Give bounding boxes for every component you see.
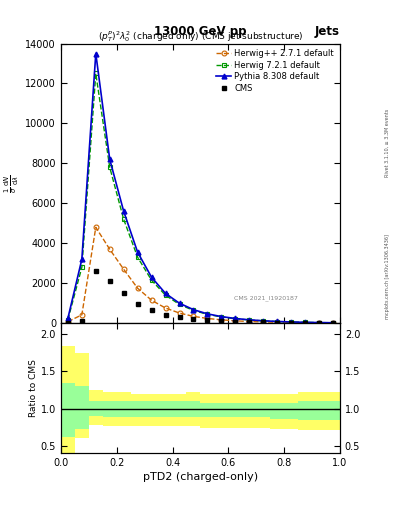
Herwig 7.2.1 default	[94, 71, 98, 77]
Herwig++ 2.7.1 default	[247, 318, 252, 325]
CMS	[66, 320, 70, 326]
CMS	[289, 319, 294, 326]
Legend: Herwig++ 2.7.1 default, Herwig 7.2.1 default, Pythia 8.308 default, CMS: Herwig++ 2.7.1 default, Herwig 7.2.1 def…	[215, 48, 336, 95]
Herwig++ 2.7.1 default	[331, 320, 335, 326]
Herwig 7.2.1 default	[107, 164, 112, 170]
Herwig++ 2.7.1 default	[94, 224, 98, 230]
Line: Pythia 8.308 default: Pythia 8.308 default	[66, 51, 335, 325]
Herwig 7.2.1 default	[135, 254, 140, 261]
Text: Rivet 3.1.10, ≥ 3.3M events: Rivet 3.1.10, ≥ 3.3M events	[385, 109, 389, 178]
Herwig 7.2.1 default	[303, 319, 307, 326]
Title: $(p_T^P)^2\lambda_0^2$ (charged only) (CMS jet substructure): $(p_T^P)^2\lambda_0^2$ (charged only) (C…	[97, 29, 303, 44]
Herwig 7.2.1 default	[79, 264, 84, 270]
Herwig++ 2.7.1 default	[261, 319, 266, 325]
CMS	[163, 312, 168, 318]
CMS	[149, 307, 154, 313]
Herwig++ 2.7.1 default	[79, 312, 84, 318]
Herwig++ 2.7.1 default	[121, 266, 126, 272]
Line: Herwig 7.2.1 default: Herwig 7.2.1 default	[66, 71, 335, 325]
Pythia 8.308 default	[66, 315, 70, 322]
Herwig++ 2.7.1 default	[163, 305, 168, 311]
Line: CMS: CMS	[66, 269, 335, 326]
Herwig 7.2.1 default	[149, 277, 154, 283]
Pythia 8.308 default	[289, 319, 294, 325]
Herwig++ 2.7.1 default	[66, 318, 70, 325]
X-axis label: pTD2 (charged-only): pTD2 (charged-only)	[143, 472, 258, 482]
Herwig++ 2.7.1 default	[107, 246, 112, 252]
Herwig 7.2.1 default	[233, 316, 238, 322]
Pythia 8.308 default	[331, 319, 335, 326]
Herwig 7.2.1 default	[261, 318, 266, 324]
CMS	[303, 320, 307, 326]
Pythia 8.308 default	[303, 319, 307, 326]
Herwig++ 2.7.1 default	[149, 297, 154, 303]
Herwig 7.2.1 default	[289, 319, 294, 325]
Pythia 8.308 default	[149, 274, 154, 281]
Pythia 8.308 default	[135, 249, 140, 255]
CMS	[107, 278, 112, 284]
CMS	[261, 319, 266, 326]
Herwig++ 2.7.1 default	[135, 285, 140, 291]
Herwig++ 2.7.1 default	[205, 315, 210, 322]
Pythia 8.308 default	[79, 256, 84, 262]
CMS	[331, 320, 335, 326]
Herwig 7.2.1 default	[219, 314, 224, 320]
CMS	[233, 318, 238, 325]
Pythia 8.308 default	[261, 318, 266, 324]
Pythia 8.308 default	[219, 313, 224, 319]
Pythia 8.308 default	[107, 156, 112, 162]
Pythia 8.308 default	[191, 307, 196, 313]
Pythia 8.308 default	[233, 315, 238, 322]
Herwig 7.2.1 default	[205, 311, 210, 317]
Herwig 7.2.1 default	[191, 307, 196, 313]
CMS	[177, 314, 182, 321]
CMS	[205, 317, 210, 324]
Y-axis label: $\frac{1}{\sigma}\,\frac{\mathrm{d}N}{\mathrm{d}\lambda}$: $\frac{1}{\sigma}\,\frac{\mathrm{d}N}{\m…	[3, 174, 21, 193]
Herwig++ 2.7.1 default	[191, 313, 196, 319]
Pythia 8.308 default	[205, 311, 210, 317]
Pythia 8.308 default	[247, 317, 252, 323]
Herwig++ 2.7.1 default	[275, 319, 279, 326]
CMS	[79, 318, 84, 324]
CMS	[94, 268, 98, 274]
CMS	[317, 320, 321, 326]
Herwig++ 2.7.1 default	[303, 319, 307, 326]
Text: CMS 2021_I1920187: CMS 2021_I1920187	[234, 295, 298, 301]
Pythia 8.308 default	[317, 319, 321, 326]
CMS	[247, 319, 252, 325]
Y-axis label: Ratio to CMS: Ratio to CMS	[29, 359, 38, 417]
Herwig 7.2.1 default	[66, 316, 70, 323]
Herwig 7.2.1 default	[275, 318, 279, 325]
Herwig 7.2.1 default	[163, 292, 168, 298]
CMS	[135, 301, 140, 307]
Line: Herwig++ 2.7.1 default: Herwig++ 2.7.1 default	[66, 225, 335, 326]
Herwig++ 2.7.1 default	[233, 318, 238, 324]
CMS	[275, 319, 279, 326]
Pythia 8.308 default	[163, 290, 168, 296]
Herwig 7.2.1 default	[247, 317, 252, 323]
Herwig 7.2.1 default	[121, 216, 126, 222]
Text: Jets: Jets	[315, 26, 340, 38]
CMS	[219, 318, 224, 324]
CMS	[121, 290, 126, 296]
Herwig 7.2.1 default	[177, 302, 182, 308]
CMS	[191, 316, 196, 322]
Herwig 7.2.1 default	[317, 319, 321, 326]
Herwig++ 2.7.1 default	[317, 320, 321, 326]
Herwig++ 2.7.1 default	[289, 319, 294, 326]
Pythia 8.308 default	[121, 208, 126, 215]
Herwig 7.2.1 default	[331, 319, 335, 326]
Text: mcplots.cern.ch [arXiv:1306.3436]: mcplots.cern.ch [arXiv:1306.3436]	[385, 234, 389, 319]
Text: 13000 GeV pp: 13000 GeV pp	[154, 26, 247, 38]
Herwig++ 2.7.1 default	[219, 317, 224, 323]
Pythia 8.308 default	[94, 51, 98, 57]
Pythia 8.308 default	[177, 300, 182, 306]
Herwig++ 2.7.1 default	[177, 310, 182, 316]
Pythia 8.308 default	[275, 318, 279, 325]
